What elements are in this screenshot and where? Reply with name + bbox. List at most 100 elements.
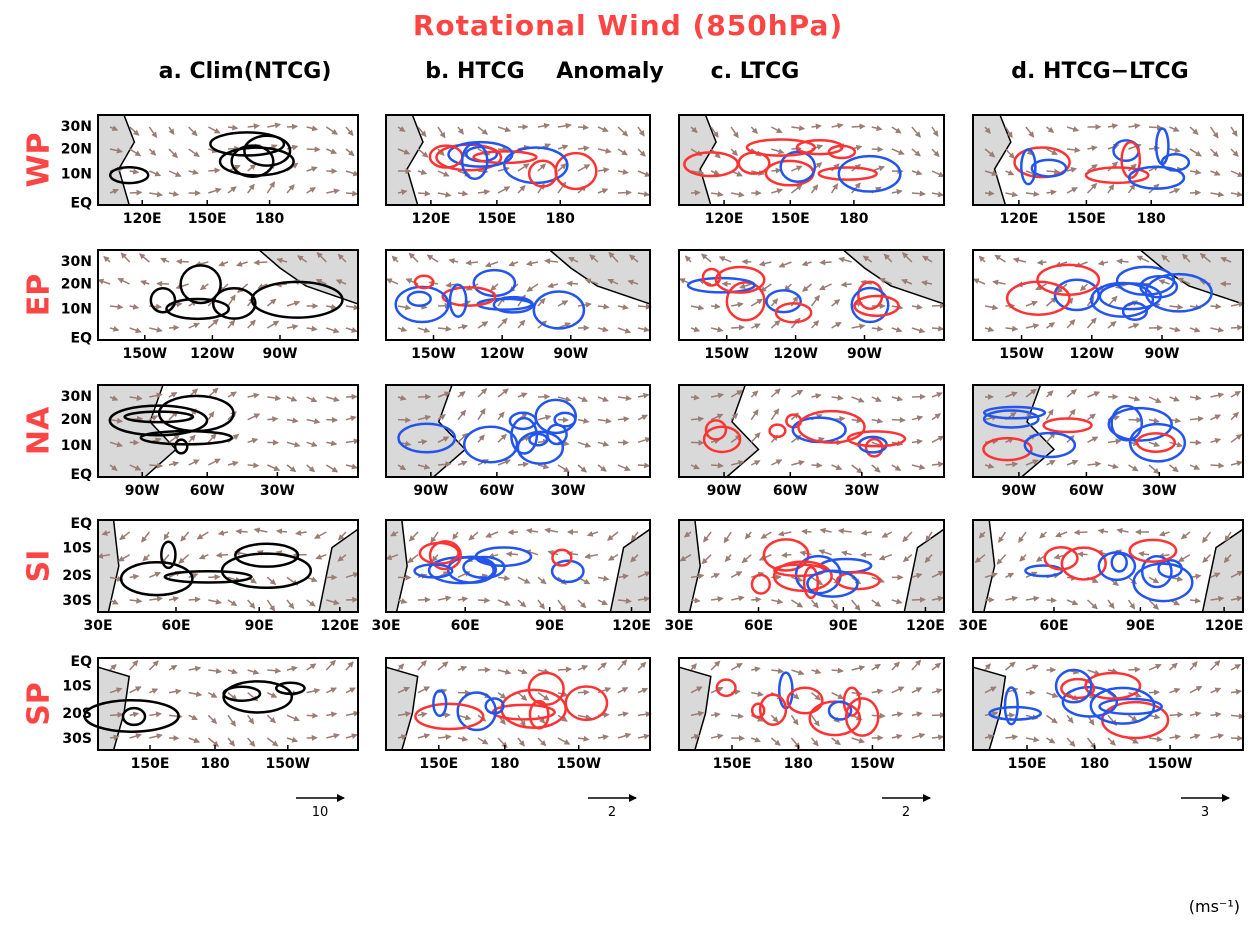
lon-tick-label: 120W bbox=[190, 346, 235, 362]
lon-tick-label: 150W bbox=[556, 756, 601, 772]
lon-tick-label: 60E bbox=[451, 618, 480, 634]
wind-vector bbox=[852, 126, 865, 127]
wind-vector bbox=[812, 465, 822, 466]
wind-vector bbox=[711, 306, 720, 307]
lat-tick-label: EQ bbox=[71, 195, 93, 211]
map-panel bbox=[679, 658, 945, 750]
wind-vector bbox=[782, 555, 791, 556]
lat-tick-label: 20N bbox=[61, 276, 92, 292]
wind-vector bbox=[743, 261, 752, 262]
lon-tick-label: 60E bbox=[744, 618, 773, 634]
lon-tick-label: 150E bbox=[1067, 211, 1106, 227]
wind-vector bbox=[638, 465, 649, 466]
wind-vector bbox=[267, 419, 277, 420]
map-panel bbox=[679, 115, 944, 205]
panel-background bbox=[973, 658, 1243, 750]
lon-tick-label: 120E bbox=[320, 618, 359, 634]
wind-vector bbox=[691, 419, 703, 420]
lat-tick-label: 20S bbox=[62, 568, 92, 584]
map-panel bbox=[679, 385, 944, 477]
wind-vector bbox=[872, 149, 883, 150]
wind-vector bbox=[1047, 600, 1056, 601]
wind-vector bbox=[287, 126, 297, 127]
wind-vector bbox=[1078, 554, 1087, 555]
map-panel bbox=[973, 115, 1243, 205]
map-panel bbox=[679, 520, 944, 612]
wind-vector bbox=[418, 193, 430, 194]
lon-tick-label: 120W bbox=[1069, 346, 1114, 362]
wind-vector bbox=[346, 193, 357, 194]
wind-vector bbox=[307, 149, 320, 150]
map-panel bbox=[386, 520, 650, 612]
wind-vector bbox=[691, 600, 700, 601]
wind-vector bbox=[1129, 420, 1142, 421]
lon-tick-label: 60W bbox=[190, 483, 225, 499]
wind-vector bbox=[236, 531, 247, 532]
map-panel bbox=[973, 250, 1244, 340]
lon-tick-label: 60W bbox=[479, 483, 514, 499]
map-panel bbox=[679, 250, 945, 340]
wind-vector bbox=[217, 555, 228, 556]
lon-tick-label: 90E bbox=[535, 618, 564, 634]
wind-vector bbox=[1149, 127, 1162, 128]
lon-tick-label: 120E bbox=[705, 211, 744, 227]
wind-vector bbox=[842, 284, 852, 285]
lat-tick-label: 10S bbox=[62, 541, 92, 557]
lat-tick-label: EQ bbox=[71, 654, 93, 670]
lat-tick-label: 20S bbox=[62, 706, 92, 722]
lon-tick-label: 30W bbox=[844, 483, 879, 499]
wind-vector bbox=[169, 327, 178, 328]
map-panel bbox=[973, 385, 1243, 477]
wind-vector bbox=[149, 465, 162, 466]
row-label: WP bbox=[22, 132, 57, 187]
wind-vector bbox=[1231, 327, 1242, 328]
wind-vector bbox=[932, 305, 945, 306]
wind-vector bbox=[307, 715, 318, 716]
lon-tick-label: 30E bbox=[371, 618, 400, 634]
column-title: a. Clim(NTCG) bbox=[159, 59, 332, 84]
wind-vector bbox=[130, 192, 142, 193]
lon-tick-label: 90W bbox=[553, 346, 588, 362]
wind-vector bbox=[618, 192, 631, 193]
lon-tick-label: 30E bbox=[958, 618, 987, 634]
wind-vector bbox=[1038, 262, 1047, 263]
lon-tick-label: 120W bbox=[773, 346, 818, 362]
map-panel bbox=[386, 385, 650, 477]
lon-tick-label: 90E bbox=[829, 618, 858, 634]
lat-tick-label: 10N bbox=[61, 302, 92, 318]
lon-tick-label: 30W bbox=[260, 483, 295, 499]
map-panel bbox=[386, 250, 651, 340]
lon-tick-label: 120E bbox=[123, 211, 162, 227]
lon-tick-label: 90W bbox=[125, 483, 160, 499]
map-panel bbox=[973, 658, 1244, 750]
column-title: b. HTCG bbox=[425, 59, 524, 84]
wind-vector bbox=[731, 327, 744, 328]
lon-tick-label: 150E bbox=[131, 756, 170, 772]
column-title: d. HTCG−LTCG bbox=[1011, 59, 1188, 84]
wind-vector bbox=[578, 127, 588, 128]
figure-title: Rotational Wind (850hPa) bbox=[413, 9, 843, 42]
lon-tick-label: 120E bbox=[612, 618, 651, 634]
wind-vector bbox=[1075, 532, 1088, 533]
wind-vector bbox=[618, 419, 629, 420]
lon-tick-label: 90W bbox=[1001, 483, 1036, 499]
lon-tick-label: 180 bbox=[255, 211, 284, 227]
wind-vector bbox=[398, 420, 410, 421]
lon-tick-label: 90W bbox=[263, 346, 298, 362]
map-panel bbox=[98, 520, 358, 612]
lon-tick-label: 150E bbox=[1008, 756, 1047, 772]
map-panel bbox=[973, 520, 1243, 612]
map-panel bbox=[386, 115, 650, 205]
wind-vector bbox=[1211, 465, 1224, 466]
wind-vector bbox=[254, 262, 267, 263]
wind-vector bbox=[691, 442, 704, 443]
lon-tick-label: 60W bbox=[1069, 483, 1104, 499]
row-label: SI bbox=[22, 550, 57, 583]
wind-vector bbox=[912, 193, 925, 194]
units-label: (ms⁻¹) bbox=[1189, 897, 1240, 916]
wind-vector bbox=[558, 669, 571, 670]
wind-vector bbox=[771, 577, 780, 578]
lon-tick-label: 150E bbox=[188, 211, 227, 227]
